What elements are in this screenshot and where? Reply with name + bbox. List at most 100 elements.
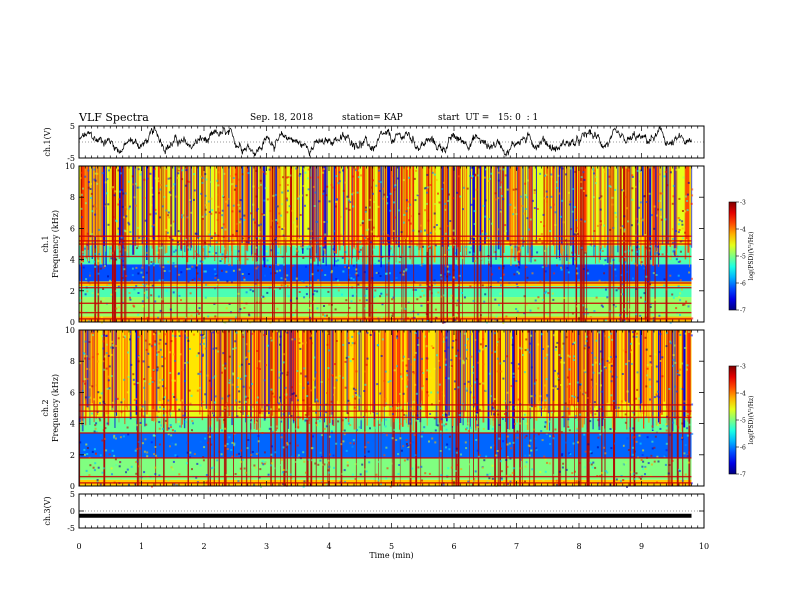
spectrogram-speckle (364, 307, 367, 310)
spectrogram-speckle (488, 372, 491, 375)
spectrogram-speckle (383, 230, 386, 233)
spectrogram-speckle (622, 349, 625, 352)
spectrogram-speckle (317, 279, 320, 282)
spectrogram-speckle (197, 254, 200, 257)
spectrogram-speckle (129, 338, 131, 341)
spectrogram-speckle (264, 172, 267, 175)
spectrogram-speckle (397, 177, 399, 180)
spectrogram-streak (299, 166, 300, 239)
spectrogram-speckle (621, 189, 624, 192)
spectrogram-speckle (368, 218, 371, 221)
spectrogram-speckle (346, 266, 349, 269)
spectrogram-speckle (579, 413, 582, 416)
spectrogram-speckle (549, 435, 551, 438)
spectrogram-speckle (363, 271, 366, 274)
spectrogram-speckle (149, 213, 152, 216)
spectrogram-speckle (648, 378, 651, 381)
spectrogram-speckle (505, 459, 508, 461)
spectrogram-speckle (206, 374, 209, 377)
spectrogram-speckle (653, 396, 656, 399)
spectrogram-speckle (302, 185, 305, 187)
spectrogram-streak (290, 330, 292, 486)
spectrogram-speckle (258, 476, 261, 479)
spectrogram-speckle (245, 356, 247, 359)
spectrogram-speckle (201, 181, 204, 184)
spectrogram-speckle (568, 382, 571, 385)
spectrogram-streak (457, 166, 459, 248)
y-tick-label: 0 (70, 482, 75, 491)
spectrogram-speckle (245, 471, 248, 474)
spectrogram-speckle (639, 180, 641, 183)
spectrogram-speckle (390, 175, 393, 178)
spectrogram-speckle (112, 186, 115, 189)
spectrogram-streak (188, 166, 191, 249)
spectrogram-streak (199, 330, 201, 411)
spectrogram-streak (190, 166, 192, 251)
spectrogram-speckle (354, 478, 357, 480)
spectrogram-speckle (326, 461, 328, 464)
spectrogram-carrier-line (79, 240, 692, 242)
spectrogram-streak (121, 330, 123, 417)
spectrogram-speckle (464, 441, 467, 444)
spectrogram-speckle (135, 398, 138, 401)
spectrogram-streak (216, 330, 219, 422)
spectrogram-streak (242, 166, 244, 237)
spectrogram-speckle (91, 210, 94, 213)
spectrogram-speckle (273, 431, 276, 433)
spectrogram-speckle (196, 272, 199, 275)
spectrogram-speckle (266, 198, 269, 201)
spectrogram-speckle (651, 313, 654, 316)
spectrogram-speckle (201, 343, 204, 346)
spectrogram-speckle (323, 427, 326, 430)
spectrogram-speckle (623, 319, 626, 322)
spectrogram-speckle (400, 449, 403, 452)
y-tick-label: 10 (65, 326, 75, 335)
spectrogram-speckle (240, 363, 243, 366)
spectrogram-speckle (571, 312, 574, 315)
spectrogram-speckle (270, 339, 273, 342)
spectrogram-speckle (301, 346, 304, 349)
spectrogram-speckle (518, 266, 521, 269)
spectrogram-speckle (448, 435, 451, 438)
spectrogram-speckle (96, 303, 99, 306)
spectrogram-streak (485, 166, 487, 240)
spectrogram-speckle (127, 301, 130, 303)
spectrogram-streak (670, 330, 672, 486)
spectrogram-streak (510, 166, 512, 266)
spectrogram-speckle (156, 369, 159, 372)
spectrogram-streak (574, 166, 577, 254)
spectrogram-speckle (99, 267, 102, 270)
spectrogram-streak (624, 166, 627, 262)
spectrogram-speckle (444, 208, 447, 211)
spectrogram-streak (569, 166, 571, 260)
spectrogram-speckle (184, 184, 187, 187)
spectrogram-speckle (661, 356, 664, 359)
spectrogram-speckle (215, 347, 218, 350)
spectrogram-speckle (353, 442, 355, 445)
spectrogram-speckle (112, 464, 115, 467)
spectrogram-speckle (500, 192, 503, 195)
spectrogram-speckle (345, 299, 348, 302)
spectrogram-speckle (124, 249, 127, 252)
spectrogram-streak (239, 166, 241, 247)
spectrogram-speckle (568, 429, 571, 432)
spectrogram-speckle (327, 461, 330, 464)
spectrogram-speckle (236, 386, 239, 388)
spectrogram-speckle (514, 406, 517, 409)
spectrogram-streak (132, 166, 134, 255)
spectrogram-speckle (529, 439, 532, 442)
spectrogram-speckle (336, 319, 339, 322)
spectrogram-speckle (208, 250, 211, 253)
spectrogram-speckle (485, 389, 487, 392)
spectrogram-speckle (406, 378, 409, 381)
spectrogram-carrier-line (79, 302, 692, 304)
spectrogram-speckle (159, 406, 162, 409)
spectrogram-speckle (92, 466, 95, 469)
spectrogram-speckle (473, 210, 476, 213)
spectrogram-speckle (103, 358, 106, 361)
spectrogram-speckle (168, 270, 171, 273)
ch1-waveform-line (78, 126, 692, 158)
spectrogram-speckle (214, 315, 217, 318)
spectrogram-speckle (347, 337, 350, 339)
spectrogram-speckle (636, 371, 639, 374)
